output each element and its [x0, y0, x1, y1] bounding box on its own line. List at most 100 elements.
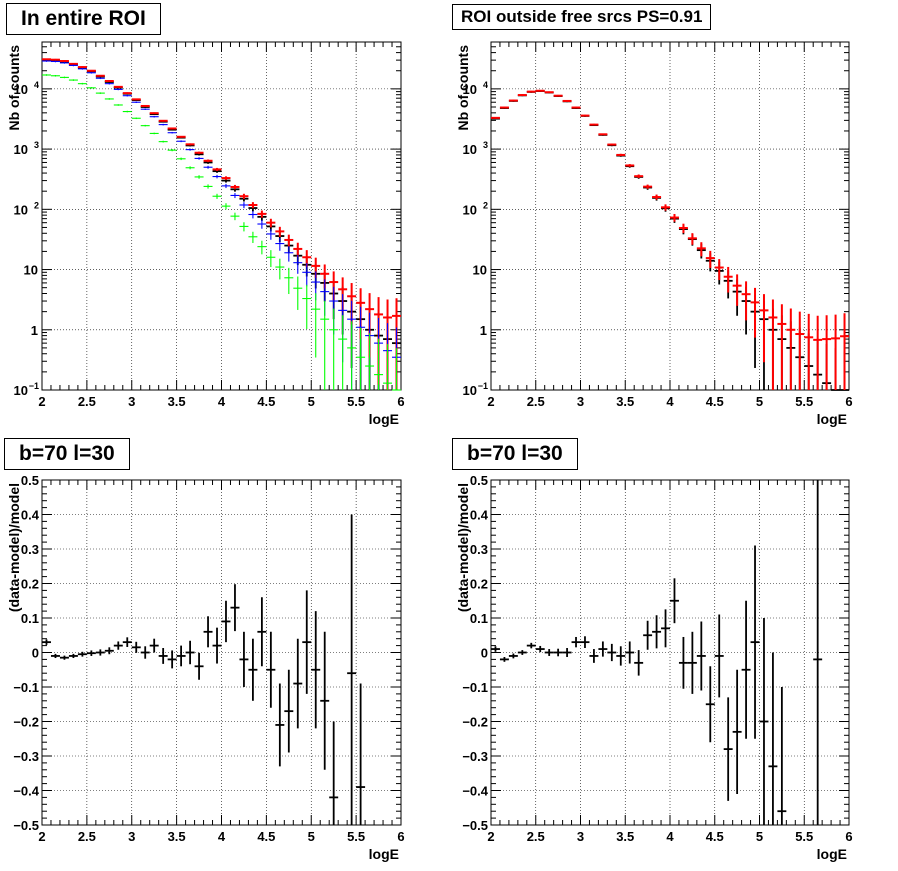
x-tick-label: 4 — [218, 394, 226, 409]
residual-point — [176, 645, 186, 667]
residual-point — [643, 620, 653, 650]
residual-point — [275, 683, 285, 767]
x-tick-label: 2.5 — [527, 394, 545, 409]
data-point — [266, 218, 276, 228]
x-tick-label: 4 — [666, 394, 674, 409]
x-axis-title: logE — [817, 411, 847, 427]
data-point — [59, 60, 69, 63]
y-tick-label-exponent: 2 — [34, 200, 39, 210]
data-point — [122, 110, 132, 113]
y-tick-label-exponent: 3 — [483, 140, 488, 150]
x-axis-title: logE — [817, 846, 847, 862]
y-tick-label: 0.1 — [470, 611, 488, 626]
residual-point — [598, 641, 608, 657]
x-tick-label: 4 — [218, 829, 226, 844]
data-point — [248, 231, 258, 243]
y-tick-label: 0.3 — [470, 542, 488, 557]
residual-point — [625, 641, 635, 664]
data-point — [158, 119, 168, 122]
data-point — [598, 133, 608, 136]
data-point — [607, 143, 617, 146]
chart-residuals-right: 2 2.5 3 3.5 4 4.5 5 5.5 6 logE (data-model)/model −… — [455, 473, 853, 862]
data-point — [687, 233, 697, 245]
x-tick-label: 6 — [845, 394, 852, 409]
data-point — [759, 294, 769, 363]
chart-panel-roi-outside-free-srcs: 2 2.5 3 3.5 4 4.5 5 5.5 6 logE Nb of counts 1 10 10−1… — [449, 0, 898, 435]
chart-panel-residuals-right: 2 2.5 3 3.5 4 4.5 5 5.5 6 logE (data-model)/model −… — [449, 435, 898, 871]
y-tick-label-exponent: 4 — [483, 80, 488, 90]
y-tick-label: 10−1 — [14, 381, 39, 398]
data-point — [140, 108, 150, 110]
y-tick-label: 10 — [473, 263, 487, 278]
data-point — [356, 327, 366, 390]
data-point — [131, 101, 141, 104]
y-tick-label-base: 10 — [14, 82, 28, 97]
y-tick-label: 10 — [24, 263, 38, 278]
data-point — [768, 299, 778, 390]
residual-series — [42, 514, 366, 825]
data-point — [230, 212, 240, 221]
residual-point — [248, 638, 258, 701]
residual-point — [499, 656, 509, 662]
data-point — [113, 85, 123, 88]
data-point — [239, 222, 249, 232]
data-point — [149, 112, 159, 115]
data-point — [571, 106, 581, 109]
data-point — [338, 315, 348, 390]
chart-panel-entire-roi: 2 2.5 3 3.5 4 4.5 5 5.5 6 logE Nb of counts 1 10 10−1… — [0, 0, 449, 435]
residual-point — [759, 618, 769, 825]
data-point — [185, 148, 195, 151]
data-point — [275, 237, 285, 251]
data-point — [42, 74, 51, 76]
residual-point — [714, 614, 724, 698]
data-point — [347, 321, 357, 390]
data-point — [104, 98, 114, 100]
data-point — [275, 258, 285, 280]
data-point — [580, 114, 590, 117]
residual-point — [194, 652, 204, 680]
residual-point — [580, 636, 590, 649]
x-tick-label: 2 — [487, 394, 494, 409]
x-axis-title: logE — [369, 846, 399, 862]
data-point — [167, 131, 177, 134]
x-tick-label: 4 — [666, 829, 674, 844]
residual-point — [732, 669, 742, 794]
y-tick-label: −0.2 — [13, 715, 39, 730]
x-tick-label: 4.5 — [257, 394, 275, 409]
y-tick-label: 10 2 — [14, 200, 39, 217]
data-point — [661, 204, 670, 211]
residual-point — [634, 650, 644, 676]
data-point — [302, 263, 312, 287]
data-point — [86, 72, 96, 74]
data-point — [230, 193, 240, 199]
data-point — [786, 308, 796, 390]
data-point — [104, 80, 114, 83]
data-point — [643, 184, 653, 189]
data-point — [221, 176, 231, 180]
y-tick-label: 0.1 — [21, 611, 39, 626]
y-axis-title: Nb of counts — [455, 45, 471, 131]
y-tick-label-base: 10 — [14, 142, 28, 157]
residual-point — [158, 648, 168, 664]
y-tick-label: −0.4 — [13, 784, 39, 799]
y-tick-label: 10 4 — [14, 80, 39, 97]
data-point — [248, 211, 258, 219]
x-tick-label: 3.5 — [168, 829, 186, 844]
data-point — [95, 92, 105, 94]
residual-point — [705, 666, 715, 743]
data-point — [42, 60, 51, 62]
residual-point — [95, 649, 105, 656]
residual-point — [131, 641, 141, 653]
data-point — [714, 259, 724, 281]
data-point — [257, 240, 267, 255]
data-point — [203, 159, 213, 163]
data-point — [176, 135, 186, 138]
data-point — [158, 140, 168, 143]
y-tick-label-base: 10 — [463, 82, 477, 97]
data-point — [140, 124, 150, 127]
data-point — [544, 91, 554, 94]
residual-point — [302, 590, 312, 694]
x-tick-label: 3.5 — [616, 829, 634, 844]
data-point — [329, 308, 339, 390]
y-tick-label-exponent: −1 — [478, 381, 488, 391]
